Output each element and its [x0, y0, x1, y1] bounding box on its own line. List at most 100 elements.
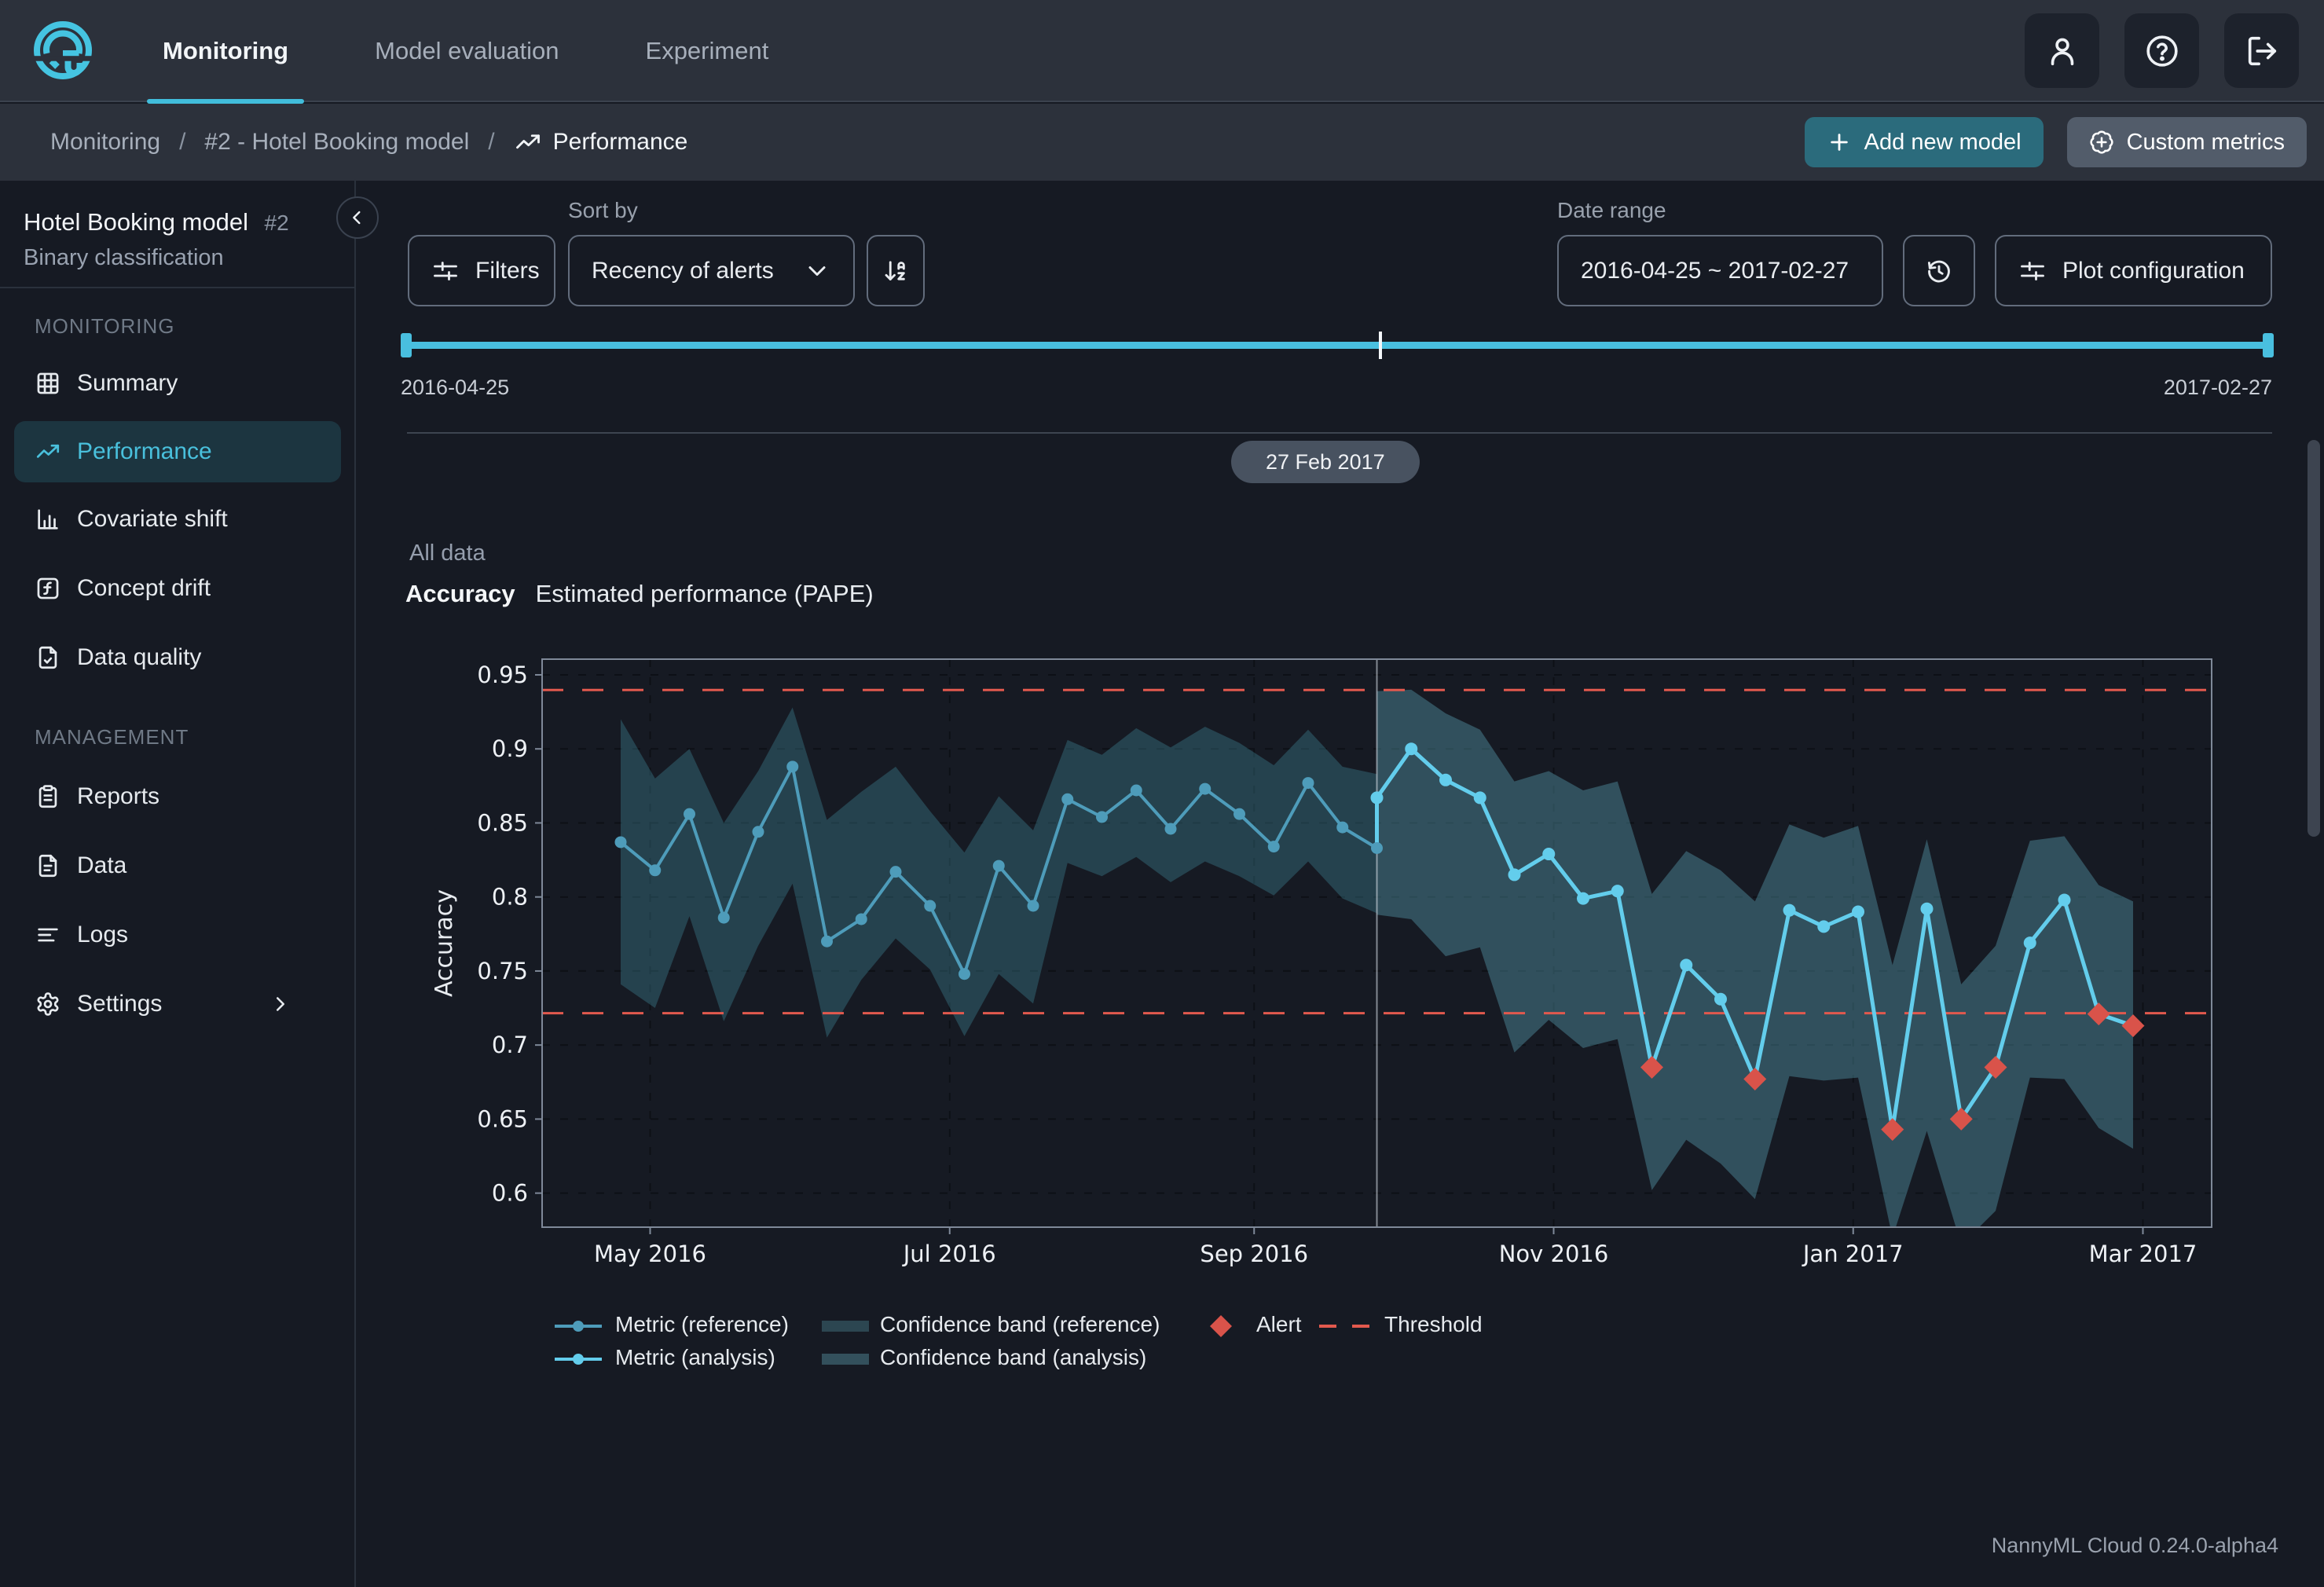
model-id: #2	[264, 211, 289, 235]
sidebar-item-performance[interactable]: Performance	[14, 421, 341, 482]
sidebar-item-concept-drift[interactable]: Concept drift	[14, 558, 341, 619]
sliders-icon	[434, 261, 457, 280]
legend-line-swatch	[555, 1321, 602, 1332]
file-check-icon	[38, 646, 57, 669]
sidebar-item-reports[interactable]: Reports	[14, 766, 341, 827]
tab-model-evaluation[interactable]: Model evaluation	[375, 37, 559, 64]
sidebar-item-label: Data quality	[77, 644, 202, 670]
date-range-input[interactable]: 2016-04-25 ~ 2017-02-27	[1557, 235, 1883, 306]
sidebar-item-settings[interactable]: Settings	[14, 973, 341, 1035]
sort-direction-button[interactable]	[867, 235, 925, 306]
chart-title: Accuracy Estimated performance (PAPE)	[405, 580, 874, 608]
plot-configuration-button[interactable]: Plot configuration	[1995, 235, 2272, 306]
breadcrumb-bar: Monitoring / #2 - Hotel Booking model / …	[0, 104, 2324, 181]
slider-current-marker[interactable]	[1379, 332, 1382, 359]
history-button[interactable]	[1903, 235, 1975, 306]
sidebar-item-data-quality[interactable]: Data quality	[14, 627, 341, 688]
legend-label-alert: Alert	[1256, 1312, 1302, 1336]
svg-text:May 2016: May 2016	[594, 1241, 706, 1267]
selected-date-pill[interactable]: 27 Feb 2017	[1231, 441, 1420, 483]
custom-metrics-button[interactable]: Custom metrics	[2066, 117, 2307, 167]
sidebar-item-label: Reports	[77, 783, 160, 809]
timeline-slider[interactable]	[401, 332, 2274, 359]
model-type: Binary classification	[24, 245, 224, 270]
chevron-down-icon	[808, 266, 826, 276]
breadcrumb-model[interactable]: #2 - Hotel Booking model	[204, 129, 470, 155]
tab-experiment[interactable]: Experiment	[645, 37, 769, 64]
top-navbar: Monitoring Model evaluation Experiment	[0, 0, 2324, 104]
svg-text:0.8: 0.8	[492, 884, 528, 911]
function-square-icon	[37, 577, 59, 599]
sidebar: Hotel Booking model #2 Binary classifica…	[0, 181, 379, 1587]
main-tabs: Monitoring Model evaluation Experiment	[147, 0, 784, 104]
page-scrollbar[interactable]	[2308, 440, 2320, 837]
slider-handle-end[interactable]	[2263, 333, 2274, 357]
bar-chart-icon	[38, 509, 58, 530]
filters-button[interactable]: Filters	[408, 235, 555, 306]
sidebar-item-covariate-shift[interactable]: Covariate shift	[14, 489, 341, 550]
breadcrumb-separator: /	[179, 129, 186, 155]
metric-name: Accuracy	[405, 580, 515, 607]
legend-label-threshold: Threshold	[1384, 1312, 1483, 1336]
sidebar-collapse-button[interactable]	[336, 196, 379, 239]
trend-up-icon	[515, 134, 540, 149]
file-text-icon	[38, 854, 57, 878]
sort-by-label: Sort by	[568, 198, 638, 222]
breadcrumb-monitoring[interactable]: Monitoring	[50, 129, 161, 155]
table-icon	[37, 372, 59, 394]
help-button[interactable]	[2124, 13, 2199, 88]
slider-handle-start[interactable]	[401, 333, 412, 357]
add-new-model-button[interactable]: Add new model	[1804, 117, 2044, 167]
svg-text:0.95: 0.95	[477, 662, 528, 688]
breadcrumb-separator: /	[488, 129, 495, 155]
legend-swatch-band-analysis	[820, 1347, 871, 1371]
logout-button[interactable]	[2224, 13, 2299, 88]
svg-text:Jan 2017: Jan 2017	[1802, 1241, 1904, 1267]
metric-subtitle: Estimated performance (PAPE)	[535, 580, 874, 607]
svg-text:Accuracy: Accuracy	[431, 889, 458, 997]
svg-text:Jul 2016: Jul 2016	[902, 1241, 996, 1267]
sidebar-item-logs[interactable]: Logs	[14, 904, 341, 966]
chevron-left-icon	[353, 211, 361, 225]
sidebar-item-data[interactable]: Data	[14, 835, 341, 896]
sidebar-item-label: Covariate shift	[77, 506, 228, 532]
svg-text:0.75: 0.75	[477, 958, 528, 984]
sidebar-item-summary[interactable]: Summary	[14, 353, 341, 414]
svg-text:Sep 2016: Sep 2016	[1200, 1241, 1308, 1267]
legend-label-metric-analysis: Metric (analysis)	[615, 1345, 775, 1369]
sidebar-item-label: Summary	[77, 370, 178, 396]
user-button[interactable]	[2025, 13, 2099, 88]
sidebar-item-label: Data	[77, 852, 127, 878]
trend-up-icon	[36, 444, 60, 458]
svg-text:Nov 2016: Nov 2016	[1499, 1241, 1609, 1267]
tab-monitoring[interactable]: Monitoring	[147, 0, 305, 104]
legend-band-swatch	[822, 1321, 869, 1332]
legend-swatch-alert	[1208, 1313, 1234, 1340]
history-icon	[1927, 260, 1950, 282]
chevron-right-icon	[269, 992, 292, 1016]
logout-icon	[2248, 36, 2276, 65]
sort-az-icon	[885, 260, 905, 280]
performance-chart[interactable]: 0.6 0.65 0.7 0.75 0.8 0.85 0.9 0.95 May 2016 Jul …	[357, 629, 2324, 1281]
sort-select[interactable]: Recency of alerts	[568, 235, 855, 306]
group-label: All data	[409, 541, 486, 566]
badge-plus-icon	[2089, 130, 2113, 154]
legend-label-band-reference: Confidence band (reference)	[880, 1312, 1160, 1336]
sliders-icon	[2021, 261, 2044, 280]
sidebar-divider	[0, 287, 356, 288]
content-divider	[407, 432, 2272, 434]
svg-text:0.85: 0.85	[477, 809, 528, 836]
align-left-icon	[38, 928, 58, 942]
sort-select-value: Recency of alerts	[592, 257, 774, 284]
app-version: NannyML Cloud 0.24.0-alpha4	[1991, 1534, 2278, 1557]
sidebar-section-monitoring: MONITORING	[35, 314, 175, 338]
svg-text:0.7: 0.7	[492, 1032, 528, 1058]
legend-alert-swatch	[1210, 1315, 1232, 1337]
navbar-actions	[2025, 13, 2299, 88]
legend-line-swatch	[555, 1354, 602, 1365]
help-icon	[2146, 35, 2178, 67]
sidebar-item-label: Performance	[77, 438, 212, 464]
sidebar-section-management: MANAGEMENT	[35, 725, 189, 749]
model-name: Hotel Booking model	[24, 208, 249, 236]
legend-swatch-metric-analysis	[553, 1347, 603, 1371]
